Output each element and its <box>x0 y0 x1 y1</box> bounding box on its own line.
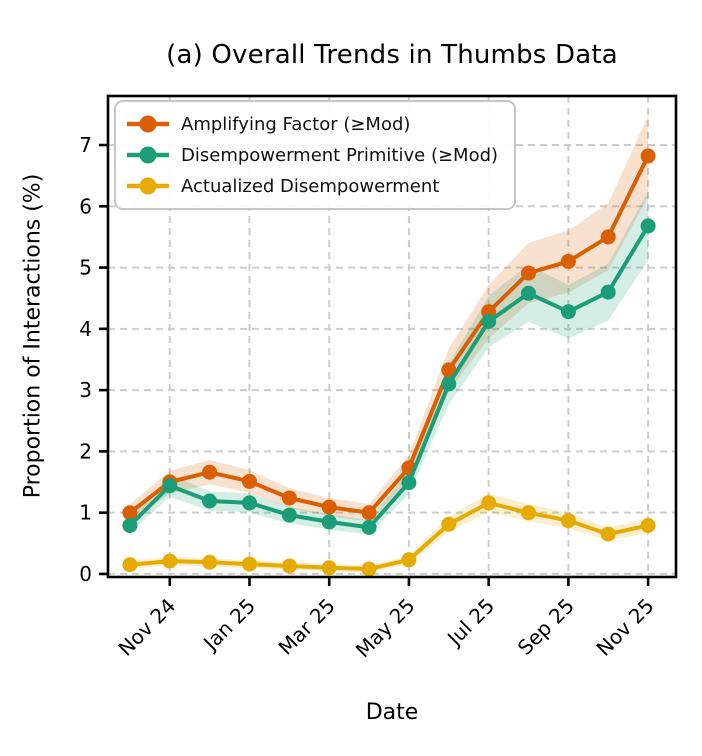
x-tick-label: Nov 25 <box>592 594 659 661</box>
series-0-marker <box>640 148 656 164</box>
legend-label: Disempowerment Primitive (≥Mod) <box>181 144 499 166</box>
series-1-marker <box>361 519 377 535</box>
legend-entry-2: Actualized Disempowerment <box>124 173 498 199</box>
series-1-marker <box>640 218 656 234</box>
series-1-marker <box>600 284 616 300</box>
series-1-marker <box>560 304 576 320</box>
x-tick-label: Jan 25 <box>197 594 260 657</box>
series-0-marker <box>521 265 536 281</box>
y-tick-label: 2 <box>79 439 92 463</box>
series-1-marker <box>401 475 417 491</box>
legend-line-marker-icon <box>127 115 169 133</box>
series-2-marker <box>600 526 616 542</box>
series-2-marker <box>401 552 417 568</box>
series-1-marker <box>521 285 536 301</box>
y-tick-label: 4 <box>79 317 92 341</box>
legend-label: Actualized Disempowerment <box>181 175 440 197</box>
series-2-marker <box>122 557 138 573</box>
y-tick-label: 0 <box>79 562 92 586</box>
series-2-marker <box>640 518 656 533</box>
series-1-marker <box>162 478 178 494</box>
legend-entry-0: Amplifying Factor (≥Mod) <box>124 111 498 137</box>
x-tick-label: Mar 25 <box>274 594 340 660</box>
series-0-marker <box>281 490 297 506</box>
series-2-marker <box>481 495 497 511</box>
legend-entry-1: Disempowerment Primitive (≥Mod) <box>124 142 498 168</box>
series-2-marker <box>321 560 337 576</box>
series-0-marker <box>600 229 616 245</box>
series-0-marker <box>441 362 457 378</box>
series-2-marker <box>162 553 178 569</box>
series-2-band <box>129 493 649 573</box>
series-2-marker <box>521 505 536 521</box>
series-2-marker <box>281 558 297 574</box>
series-2-marker <box>242 556 257 572</box>
legend-label: Amplifying Factor (≥Mod) <box>181 113 411 135</box>
x-tick-label: Sep 25 <box>513 594 579 660</box>
series-1-marker <box>281 507 297 523</box>
series-2-marker <box>560 513 576 529</box>
legend-box: Amplifying Factor (≥Mod) Disempowerment P… <box>114 100 517 210</box>
y-axis-title: Proportion of Interactions (%) <box>20 173 46 499</box>
series-2-marker <box>361 561 377 577</box>
series-1-marker <box>321 514 337 530</box>
series-2-marker <box>441 516 457 532</box>
series-1-marker <box>202 493 218 509</box>
series-1-marker <box>242 495 257 511</box>
series-0-marker <box>361 505 377 521</box>
series-0-marker <box>321 499 337 515</box>
legend-line-marker-icon <box>127 146 169 164</box>
x-axis-title: Date <box>365 700 419 725</box>
y-tick-label: 3 <box>79 378 92 402</box>
series-0-marker <box>560 253 576 269</box>
series-1-marker <box>481 314 497 329</box>
chart-title: (a) Overall Trends in Thumbs Data <box>166 40 618 70</box>
legend-line-marker-icon <box>127 177 169 195</box>
x-tick-label: May 25 <box>351 594 420 663</box>
axes-spines <box>106 94 678 579</box>
series-1-band <box>129 191 649 535</box>
x-tick-label: Jul 25 <box>441 594 499 652</box>
series-0-marker <box>122 505 138 521</box>
y-tick-label: 6 <box>79 194 92 218</box>
series-0-marker <box>202 464 218 480</box>
series-2-marker <box>202 554 218 570</box>
series-1-marker <box>122 518 138 533</box>
series-0-marker <box>242 473 257 489</box>
series-1-marker <box>441 376 457 392</box>
y-tick-label: 1 <box>79 501 92 525</box>
x-tick-label: Nov 24 <box>113 594 180 661</box>
y-tick-label: 5 <box>79 256 92 280</box>
y-tick-label: 7 <box>79 133 92 157</box>
